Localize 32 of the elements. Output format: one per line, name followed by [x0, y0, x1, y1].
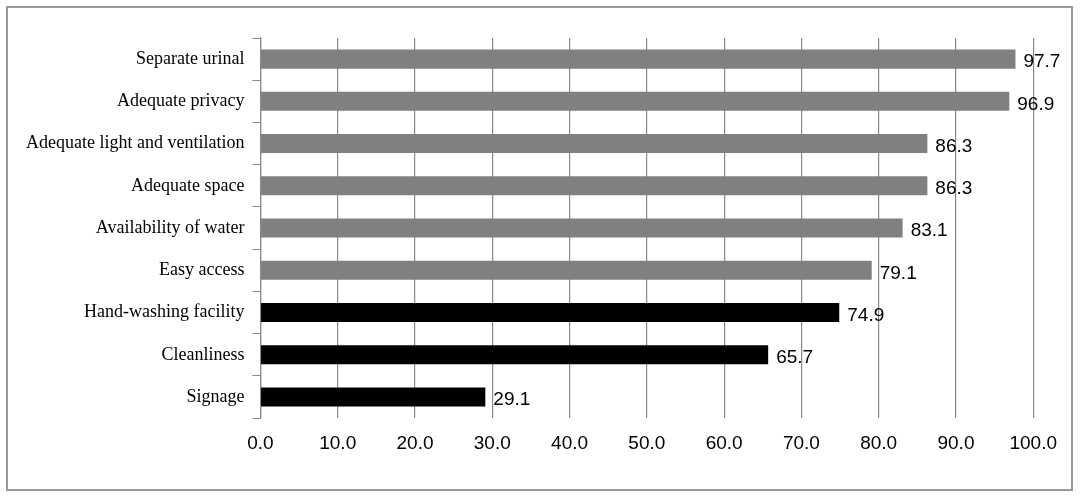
data-label: 74.9	[847, 303, 885, 325]
y-tick-label: Cleanliness	[161, 343, 245, 364]
x-tick-label: 50.0	[628, 431, 666, 453]
data-label: 86.3	[935, 134, 973, 156]
y-tick-label: Easy access	[158, 259, 245, 280]
x-tick-label: 100.0	[1009, 431, 1057, 453]
x-tick-label: 40.0	[551, 431, 589, 453]
x-tick-label: 30.0	[473, 431, 511, 453]
y-tick-label: Hand-washing facility	[83, 301, 245, 322]
data-label: 97.7	[1023, 50, 1061, 72]
x-tick-label: 90.0	[937, 431, 975, 453]
x-tick-label: 70.0	[782, 431, 820, 453]
data-label: 96.9	[1017, 92, 1055, 114]
data-label: 65.7	[776, 346, 814, 368]
y-tick-label: Adequate light and ventilation	[25, 132, 245, 153]
data-label: 83.1	[910, 219, 948, 241]
x-tick-label: 10.0	[319, 431, 357, 453]
bar	[261, 345, 769, 365]
bar	[261, 303, 840, 323]
y-tick-label: Adequate privacy	[116, 90, 245, 111]
x-tick-label: 0.0	[247, 431, 274, 453]
x-tick-label: 60.0	[705, 431, 743, 453]
data-label: 79.1	[879, 261, 917, 283]
y-tick-label: Signage	[186, 385, 245, 406]
data-label: 29.1	[493, 388, 531, 410]
x-tick-label: 20.0	[396, 431, 434, 453]
y-tick-label: Adequate space	[130, 174, 245, 195]
y-tick-label: Separate urinal	[135, 47, 245, 68]
x-tick-label: 80.0	[860, 431, 898, 453]
y-tick-label: Availability of water	[95, 216, 245, 237]
data-label: 86.3	[935, 177, 973, 199]
bar	[261, 387, 486, 407]
